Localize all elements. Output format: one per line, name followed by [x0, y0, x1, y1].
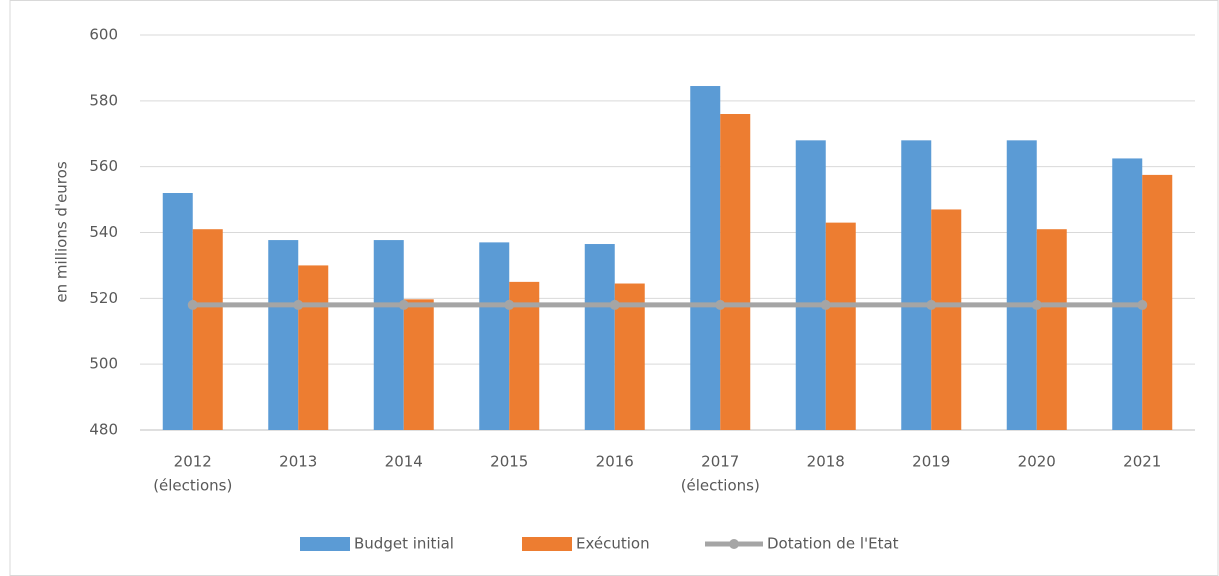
- line-marker: [820, 299, 831, 310]
- y-axis-label: en millions d'euros: [53, 161, 71, 302]
- bar: [931, 209, 962, 430]
- bar: [614, 283, 645, 430]
- line-marker: [609, 299, 620, 310]
- bar: [1036, 229, 1067, 430]
- legend-swatch: [300, 537, 350, 551]
- bar: [373, 240, 404, 430]
- line-marker: [1137, 299, 1148, 310]
- x-tick-label: 2019: [912, 453, 950, 471]
- line-marker: [504, 299, 515, 310]
- bar: [690, 86, 721, 430]
- bar: [192, 229, 223, 430]
- x-tick-label: 2017: [701, 453, 739, 471]
- x-tick-label: 2018: [807, 453, 845, 471]
- x-tick-label: (élections): [681, 477, 760, 495]
- legend-label: Exécution: [576, 535, 650, 553]
- bar: [1142, 174, 1173, 430]
- y-tick-label: 580: [89, 91, 118, 109]
- legend-swatch: [729, 539, 739, 549]
- y-tick-label: 480: [89, 421, 118, 439]
- bar: [901, 140, 932, 431]
- y-tick-label: 520: [89, 289, 118, 307]
- line-marker: [187, 299, 198, 310]
- legend-swatch: [522, 537, 572, 551]
- bar: [298, 265, 329, 430]
- x-tick-label: 2012: [174, 453, 212, 471]
- bar: [479, 242, 510, 430]
- bar: [403, 299, 434, 430]
- legend-label: Budget initial: [354, 535, 454, 553]
- line-marker: [398, 299, 409, 310]
- bar: [162, 193, 193, 430]
- bar: [720, 114, 751, 430]
- bar: [795, 140, 826, 431]
- bar: [825, 222, 856, 430]
- bar: [268, 240, 299, 430]
- bar: [1112, 158, 1143, 430]
- y-tick-label: 560: [89, 157, 118, 175]
- line-marker: [1031, 299, 1042, 310]
- y-tick-label: 540: [89, 223, 118, 241]
- x-tick-label: 2015: [490, 453, 528, 471]
- x-tick-label: 2014: [385, 453, 423, 471]
- line-marker: [926, 299, 937, 310]
- bar: [1006, 140, 1037, 431]
- line-marker: [293, 299, 304, 310]
- x-tick-label: 2013: [279, 453, 317, 471]
- legend-label: Dotation de l'Etat: [767, 535, 899, 553]
- x-tick-label: 2016: [596, 453, 634, 471]
- y-tick-label: 500: [89, 355, 118, 373]
- bar: [584, 244, 615, 430]
- x-tick-label: 2020: [1018, 453, 1056, 471]
- line-marker: [715, 299, 726, 310]
- y-tick-label: 600: [89, 26, 118, 44]
- x-tick-label: 2021: [1123, 453, 1161, 471]
- x-tick-label: (élections): [153, 477, 232, 495]
